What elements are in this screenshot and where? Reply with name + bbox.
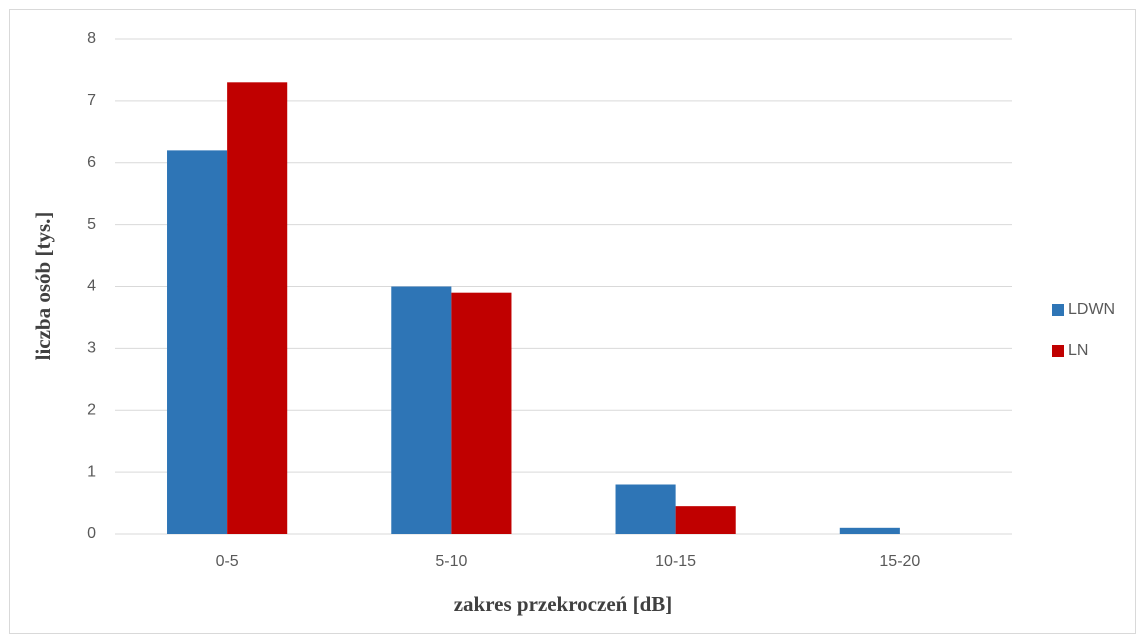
- y-tick-label: 0: [87, 525, 96, 542]
- bar: [391, 286, 452, 534]
- x-axis-title: zakres przekroczeń [dB]: [454, 592, 673, 616]
- y-tick-label: 2: [87, 401, 96, 418]
- x-tick-label: 10-15: [655, 553, 696, 570]
- x-tick-label: 0-5: [216, 553, 239, 570]
- bar: [675, 506, 736, 534]
- y-tick-label: 7: [87, 92, 96, 109]
- bar: [615, 484, 676, 534]
- y-tick-label: 1: [87, 463, 96, 480]
- y-tick-label: 8: [87, 30, 96, 47]
- y-tick-label: 6: [87, 154, 96, 171]
- bar: [167, 150, 228, 534]
- legend-swatch: [1052, 304, 1064, 316]
- y-tick-label: 5: [87, 216, 96, 233]
- legend-label: LDWN: [1068, 301, 1115, 318]
- y-axis-title: liczba osób [tys.]: [31, 212, 55, 361]
- legend-swatch: [1052, 345, 1064, 357]
- bar: [227, 82, 288, 534]
- x-tick-label: 15-20: [879, 553, 920, 570]
- x-tick-label: 5-10: [435, 553, 467, 570]
- bar: [451, 292, 512, 534]
- bar: [839, 527, 900, 534]
- legend-label: LN: [1068, 342, 1088, 359]
- y-tick-label: 3: [87, 340, 96, 357]
- y-tick-label: 4: [87, 278, 96, 295]
